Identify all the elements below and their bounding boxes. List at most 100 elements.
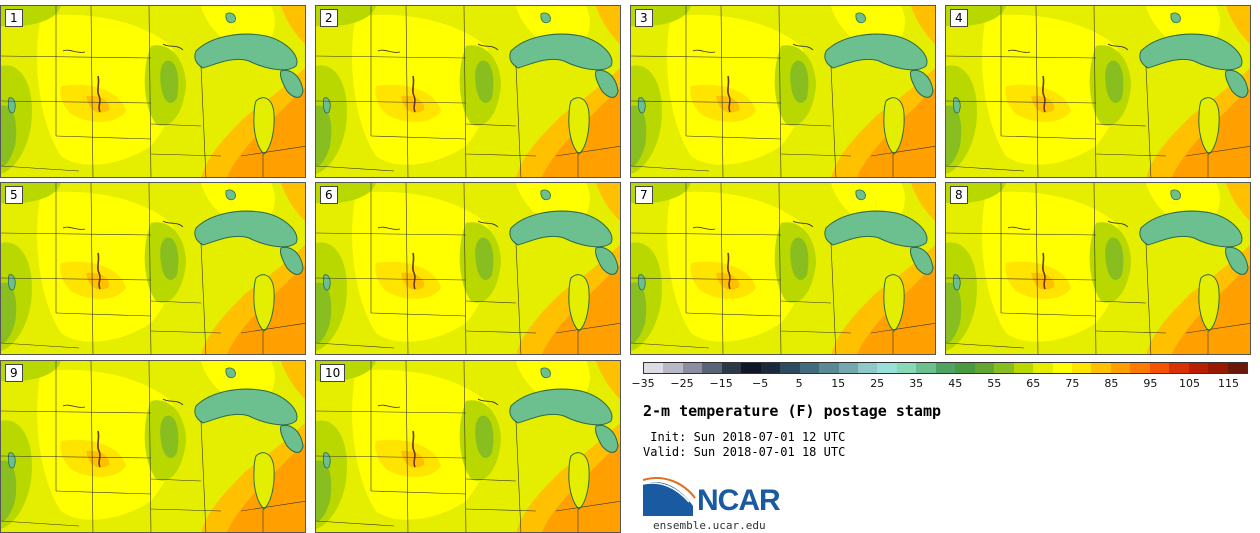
- colorbar-ticks: −35 −25 −15 −5 5 15 25 35 45 55 65 75 85 95 105 115: [631, 374, 1248, 394]
- colorbar-segment: [877, 363, 897, 373]
- temperature-map: [1, 361, 305, 532]
- colorbar-tick-text: 45: [948, 377, 963, 390]
- member-panel-4: 4: [945, 5, 1251, 178]
- member-panel-7: 7: [630, 182, 936, 355]
- colorbar-tick-text: −35: [631, 377, 655, 390]
- member-label: 6: [320, 186, 338, 204]
- member-panel-8: 8: [945, 182, 1251, 355]
- colorbar-tick-text: 65: [1026, 377, 1041, 390]
- colorbar-segment: [644, 363, 664, 373]
- colorbar-segment: [1110, 363, 1131, 373]
- colorbar-segment: [1071, 363, 1092, 373]
- member-panel-2: 2: [315, 5, 621, 178]
- colorbar-tick-text: 15: [831, 377, 846, 390]
- temperature-map: [316, 361, 620, 532]
- colorbar-segment: [896, 363, 917, 373]
- colorbar-segment: [1149, 363, 1170, 373]
- colorbar-segment: [1130, 363, 1150, 373]
- colorbar-tick-label: 65: [1026, 374, 1040, 390]
- colorbar-tick-label: −35: [631, 374, 654, 390]
- temperature-map: [631, 183, 935, 354]
- member-label: 5: [5, 186, 23, 204]
- colorbar-tick-text: 25: [870, 377, 885, 390]
- website-link[interactable]: ensemble.ucar.edu: [653, 519, 766, 532]
- colorbar-tick-text: 5: [795, 377, 803, 390]
- colorbar-segment: [819, 363, 839, 373]
- member-label: 1: [5, 9, 23, 27]
- init-time: Init: Sun 2018-07-01 12 UTC: [643, 430, 846, 444]
- colorbar-tick-label: 75: [1065, 374, 1079, 390]
- temperature-map: [1, 183, 305, 354]
- colorbar-tick-label: 85: [1104, 374, 1118, 390]
- colorbar-tick-text: 85: [1104, 377, 1119, 390]
- colorbar-tick-label: 15: [831, 374, 845, 390]
- colorbar-segment: [1091, 363, 1111, 373]
- temperature-map: [1, 6, 305, 177]
- colorbar-segment: [721, 363, 742, 373]
- temperature-map: [316, 6, 620, 177]
- colorbar-tick-text: 95: [1143, 377, 1158, 390]
- member-label: 3: [635, 9, 653, 27]
- colorbar-tick-text: −5: [751, 377, 769, 390]
- member-panel-3: 3: [630, 5, 936, 178]
- colorbar-segment: [838, 363, 858, 373]
- ncar-logo-icon: [643, 477, 696, 516]
- temperature-map: [631, 6, 935, 177]
- colorbar-tick-label: 25: [870, 374, 884, 390]
- member-label: 7: [635, 186, 653, 204]
- colorbar-tick-text: 35: [909, 377, 924, 390]
- member-label: 8: [950, 186, 968, 204]
- colorbar-tick-label: 115: [1218, 374, 1239, 390]
- colorbar-tick-label: −25: [670, 374, 693, 390]
- colorbar-tick-text: −15: [709, 377, 733, 390]
- colorbar-tick-text: 75: [1065, 377, 1080, 390]
- member-panel-1: 1: [0, 5, 306, 178]
- colorbar-segment: [1033, 363, 1053, 373]
- colorbar-segment: [799, 363, 820, 373]
- chart-title: 2-m temperature (F) postage stamp: [643, 402, 942, 420]
- colorbar-tick-text: 105: [1179, 377, 1200, 390]
- colorbar-segment: [857, 363, 878, 373]
- colorbar-segment: [1169, 363, 1189, 373]
- colorbar-tick-label: 105: [1179, 374, 1200, 390]
- member-label: 2: [320, 9, 338, 27]
- colorbar-segment: [935, 363, 956, 373]
- colorbar-tick-label: 55: [987, 374, 1001, 390]
- colorbar-segment: [994, 363, 1014, 373]
- colorbar-segment: [702, 363, 722, 373]
- member-label: 10: [320, 364, 346, 382]
- member-label: 9: [5, 364, 23, 382]
- colorbar-tick-label: 5: [796, 374, 803, 390]
- colorbar-segment: [663, 363, 683, 373]
- temperature-map: [946, 6, 1250, 177]
- temperature-map: [316, 183, 620, 354]
- colorbar-segment: [955, 363, 975, 373]
- colorbar-tick-text: −25: [670, 377, 694, 390]
- colorbar-segment: [682, 363, 703, 373]
- colorbar-tick-label: −15: [709, 374, 732, 390]
- colorbar-tick-label: 35: [909, 374, 923, 390]
- colorbar-segment: [1013, 363, 1034, 373]
- member-panel-10: 10: [315, 360, 621, 533]
- member-label: 4: [950, 9, 968, 27]
- colorbar-segment: [1227, 363, 1248, 373]
- colorbar-segment: [974, 363, 995, 373]
- colorbar-tick-label: 95: [1143, 374, 1157, 390]
- colorbar-tick-text: 115: [1218, 377, 1239, 390]
- colorbar-segment: [760, 363, 781, 373]
- temperature-map: [946, 183, 1250, 354]
- member-panel-9: 9: [0, 360, 306, 533]
- colorbar-segment: [741, 363, 761, 373]
- member-panel-5: 5: [0, 182, 306, 355]
- colorbar-segment: [1188, 363, 1209, 373]
- colorbar-segment: [1052, 363, 1072, 373]
- valid-time: Valid: Sun 2018-07-01 18 UTC: [643, 445, 846, 459]
- colorbar-tick-label: −5: [752, 374, 768, 390]
- colorbar-segment: [1208, 363, 1228, 373]
- temperature-colorbar: [643, 362, 1248, 374]
- logo-wordmark: NCAR: [697, 484, 781, 517]
- colorbar-tick-label: 45: [948, 374, 962, 390]
- colorbar-tick-text: 55: [987, 377, 1002, 390]
- member-panel-6: 6: [315, 182, 621, 355]
- colorbar-segment: [780, 363, 800, 373]
